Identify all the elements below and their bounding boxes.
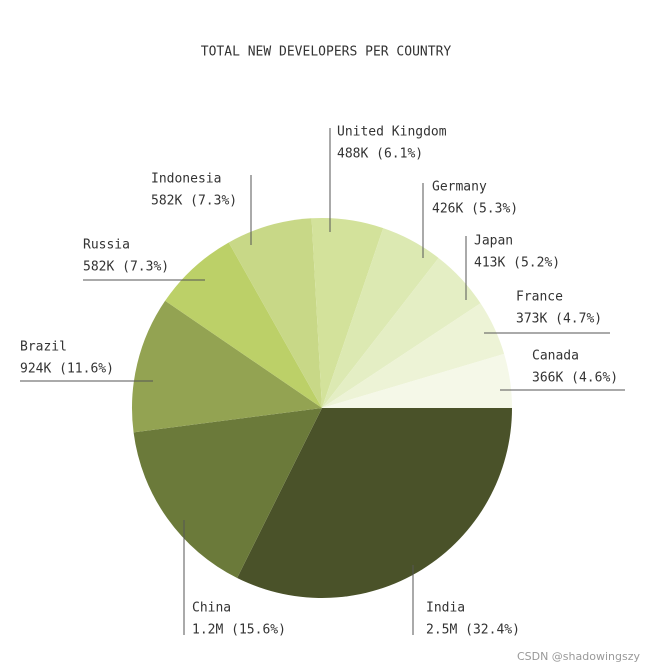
pie-slice <box>311 218 384 408</box>
pie-slice <box>133 408 322 579</box>
slice-label: France <box>516 290 563 305</box>
pie-slice <box>237 408 512 598</box>
pie-slice <box>228 218 322 408</box>
pie-slice <box>165 242 322 408</box>
slice-label: Germany <box>432 180 487 195</box>
value-label: 366K (4.6%) <box>532 371 618 386</box>
chart-title: TOTAL NEW DEVELOPERS PER COUNTRY <box>201 45 452 60</box>
value-label: 488K (6.1%) <box>337 147 423 162</box>
value-label: 582K (7.3%) <box>151 194 237 209</box>
slice-label: Canada <box>532 349 579 364</box>
value-label: 582K (7.3%) <box>83 260 169 275</box>
value-label: 1.2M (15.6%) <box>192 623 286 638</box>
value-label: 373K (4.7%) <box>516 312 602 327</box>
pie-slice <box>322 228 439 408</box>
value-label: 924K (11.6%) <box>20 362 114 377</box>
value-label: 413K (5.2%) <box>474 256 560 271</box>
slice-label: Brazil <box>20 340 67 355</box>
slice-label: China <box>192 601 231 616</box>
value-label: 2.5M (32.4%) <box>426 623 520 638</box>
slice-label: United Kingdom <box>337 125 447 140</box>
slice-label: Indonesia <box>151 172 221 187</box>
value-label: 426K (5.3%) <box>432 202 518 217</box>
slice-label: Russia <box>83 238 130 253</box>
watermark: CSDN @shadowingszy <box>517 650 641 663</box>
slice-label: Japan <box>474 234 513 249</box>
pie-slice <box>322 353 512 408</box>
slice-label: India <box>426 601 465 616</box>
pie-slice <box>322 303 505 408</box>
pie-slice <box>131 300 322 433</box>
pie-slice <box>322 257 481 408</box>
